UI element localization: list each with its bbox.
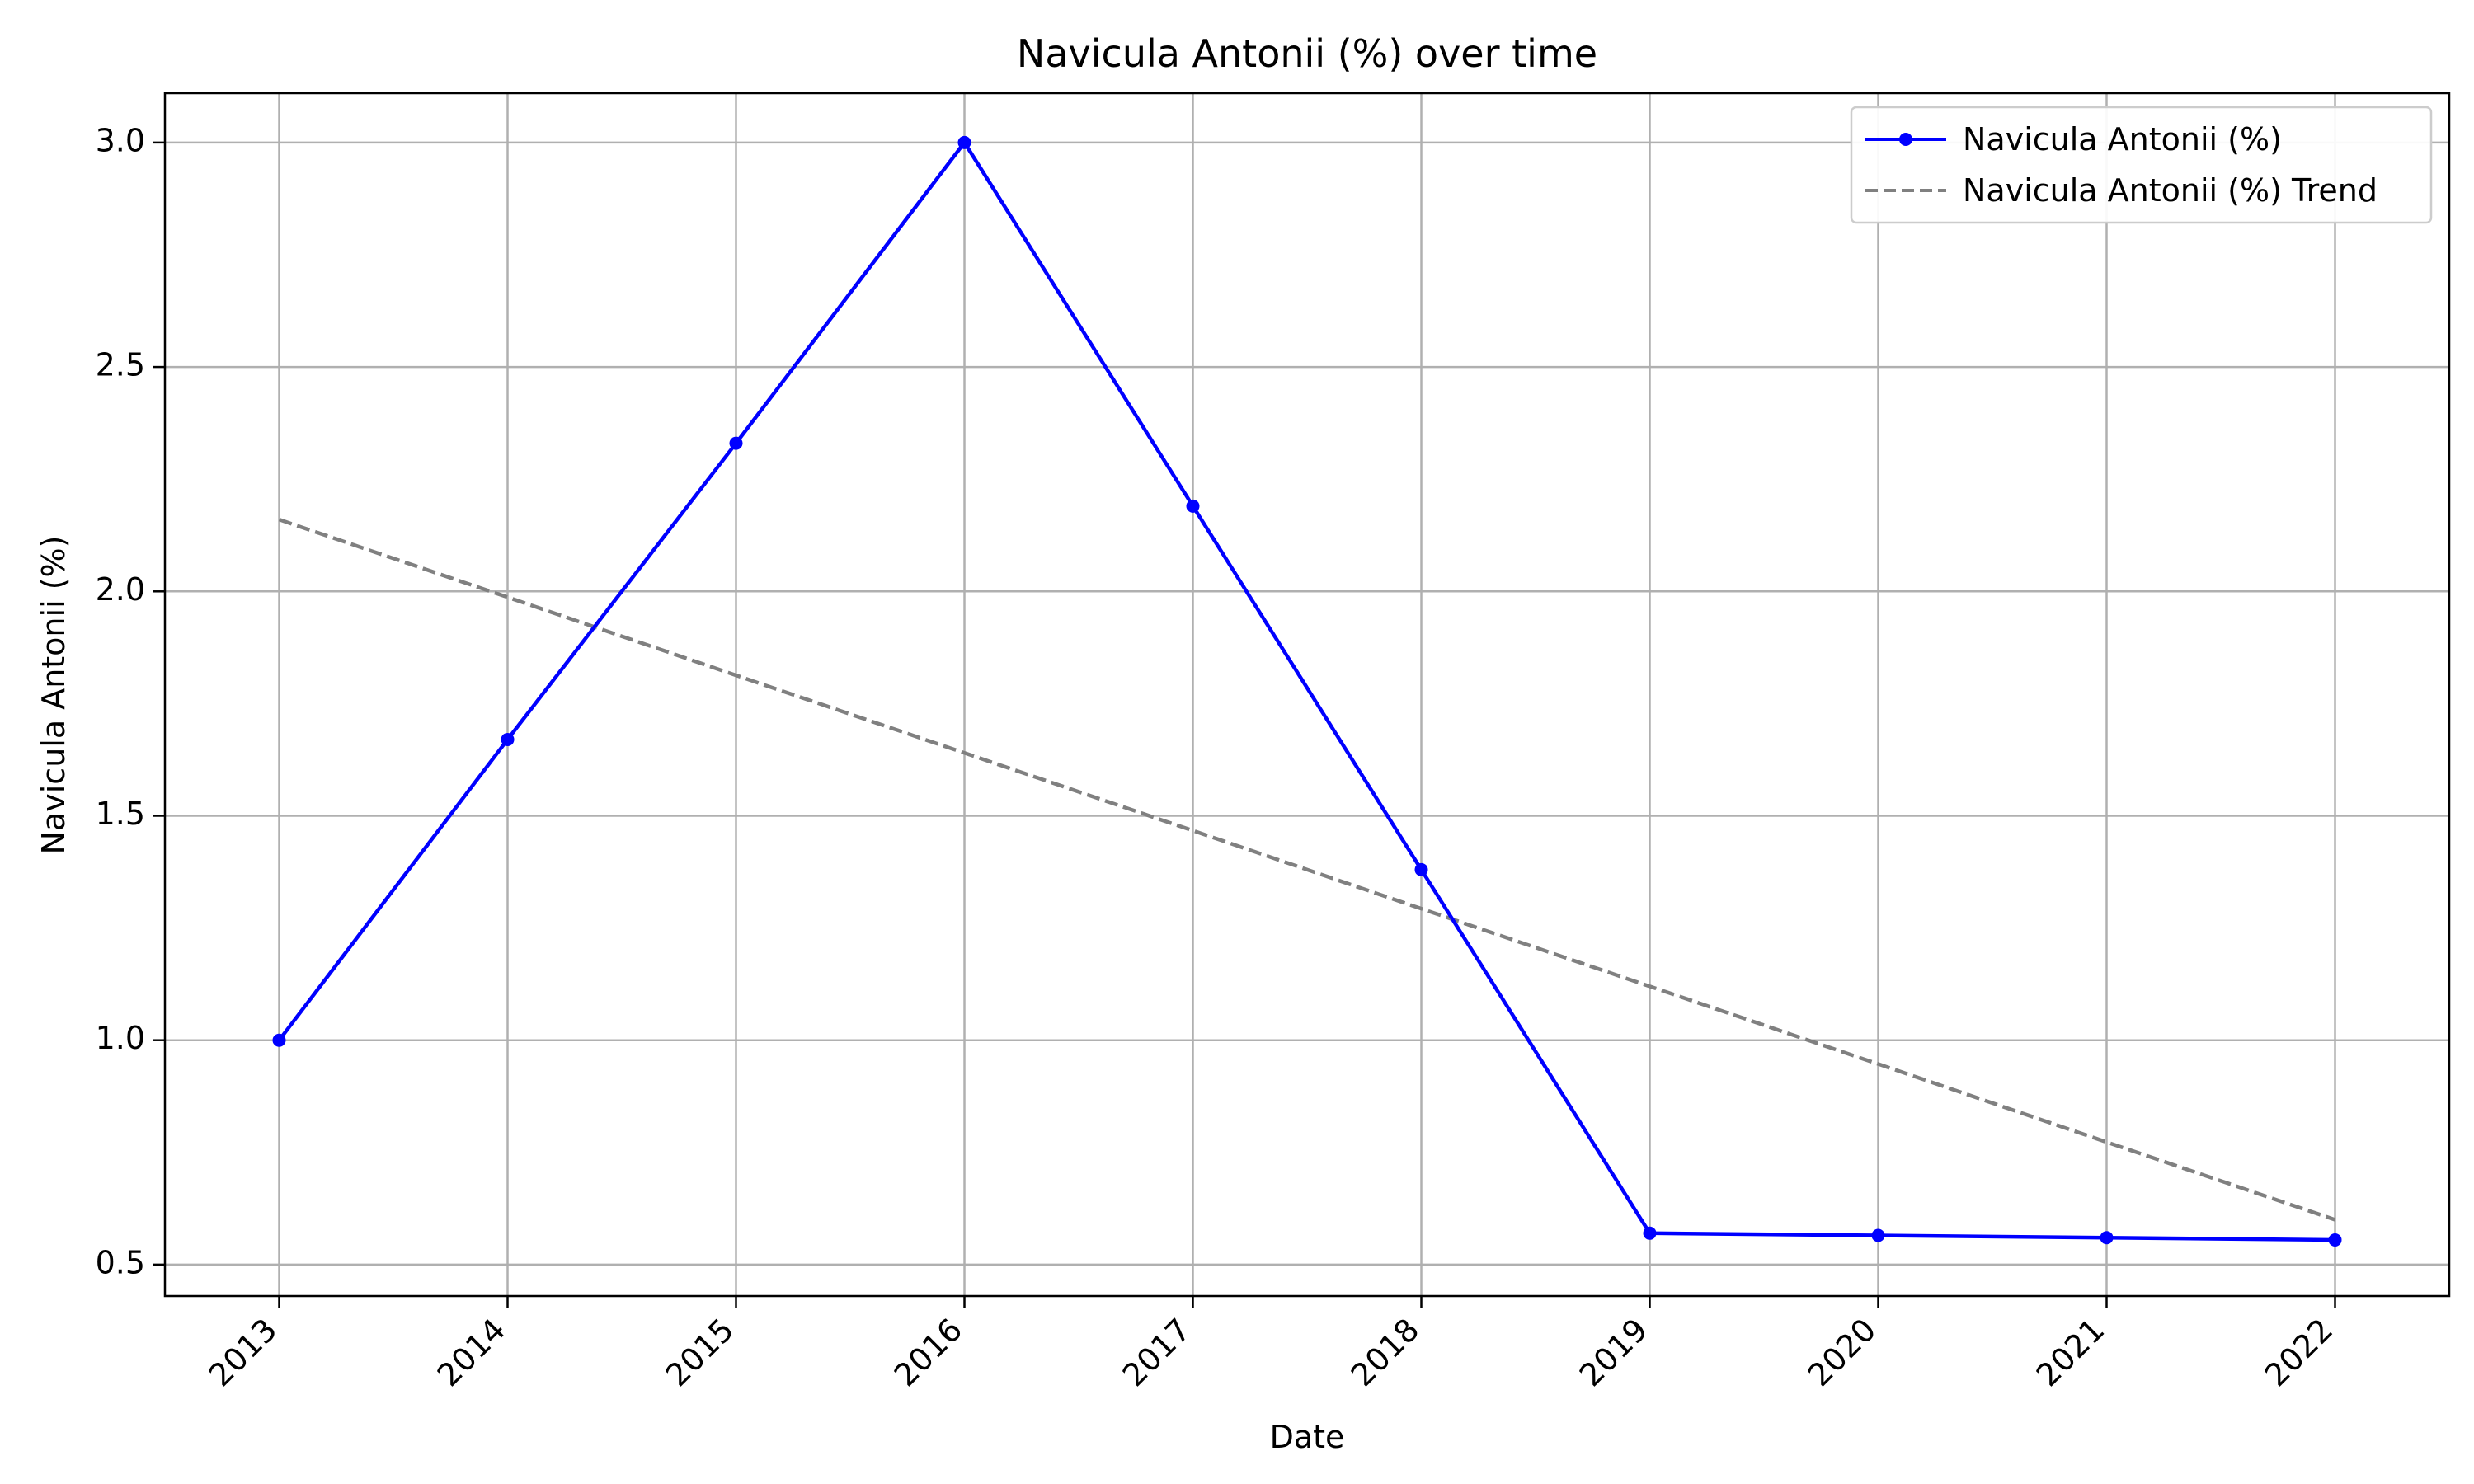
y-tick-label-2-5: 2.5	[96, 347, 145, 383]
legend-label-primary-series: Navicula Antonii (%)	[1963, 121, 2282, 157]
legend-marker-primary-series	[1899, 133, 1912, 146]
grid-lines	[165, 93, 2449, 1296]
data-point-2015	[729, 436, 743, 450]
data-point-2014	[501, 732, 515, 746]
series-line-navicula-antonii	[277, 140, 2335, 1242]
y-tick-label-3-0: 3.0	[96, 122, 145, 158]
data-point-2022	[2328, 1233, 2342, 1247]
data-point-2019	[1643, 1226, 1657, 1240]
y-axis-label: Navicula Antonii (%)	[35, 536, 72, 855]
data-point-2021	[2100, 1231, 2114, 1245]
data-point-2020	[1871, 1228, 1885, 1242]
data-point-2013	[272, 1033, 286, 1047]
data-point-2018	[1414, 862, 1428, 876]
data-point-2017	[1186, 499, 1200, 513]
chart-title: Navicula Antonii (%) over time	[1017, 31, 1597, 76]
legend-label-trend-series: Navicula Antonii (%) Trend	[1963, 172, 2378, 209]
plot-series	[272, 135, 2342, 1247]
data-point-2016	[957, 135, 971, 149]
series-line-navicula-antonii-trend	[278, 518, 2336, 1222]
x-axis-label: Date	[1270, 1419, 1345, 1455]
chart-legend: Navicula Antonii (%) Navicula Antonii (%…	[1850, 106, 2433, 224]
plot-frame	[163, 92, 2451, 1298]
y-tick-label-1-5: 1.5	[96, 796, 145, 832]
y-tick-label-0-5: 0.5	[96, 1244, 145, 1280]
y-tick-label-1-0: 1.0	[96, 1020, 145, 1056]
y-tick-label-2-0: 2.0	[96, 571, 145, 608]
legend-box	[1850, 106, 2433, 224]
